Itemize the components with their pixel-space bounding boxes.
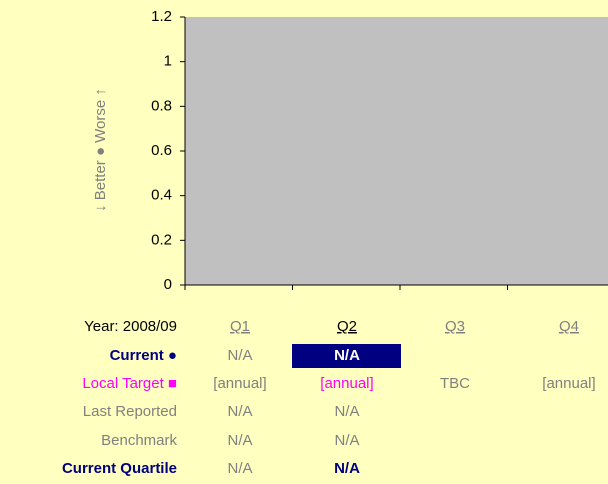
table-cell: TBC	[440, 375, 470, 392]
table-cell: N/A	[334, 460, 360, 477]
table-cell: [annual]	[542, 375, 595, 392]
x-tick-label: Q1	[230, 318, 250, 335]
highlight	[292, 344, 401, 368]
y-tick-label: 0.2	[151, 231, 172, 248]
table-cell: N/A	[227, 403, 252, 420]
table-header: Year: 2008/09	[84, 318, 177, 335]
y-axis-label: ↓ Better ● Worse ↑	[92, 88, 109, 212]
y-tick-label: 0.4	[151, 187, 172, 204]
y-tick-label: 1	[164, 53, 172, 70]
y-tick-label: 1.2	[151, 8, 172, 25]
table-cell: N/A	[227, 460, 252, 477]
x-tick-label: Q2	[337, 318, 357, 335]
table-cell: N/A	[227, 432, 252, 449]
table-cell: N/A	[334, 347, 360, 364]
row-label: Benchmark	[101, 432, 177, 449]
table-cell: N/A	[334, 432, 359, 449]
table-cell: N/A	[227, 347, 252, 364]
table-cell: [annual]	[213, 375, 266, 392]
row-label: Last Reported	[83, 403, 177, 420]
x-tick-label: Q3	[445, 318, 465, 335]
y-tick-label: 0.6	[151, 142, 172, 159]
x-tick-label: Q4	[559, 318, 579, 335]
plot-area	[185, 17, 608, 285]
row-label: Local Target ■	[82, 375, 177, 392]
row-label: Current Quartile	[62, 460, 177, 477]
y-tick-label: 0.8	[151, 97, 172, 114]
table-cell: [annual]	[320, 375, 373, 392]
row-label: Current ●	[110, 347, 177, 364]
table-cell: N/A	[334, 403, 359, 420]
y-tick-label: 0	[164, 276, 172, 293]
